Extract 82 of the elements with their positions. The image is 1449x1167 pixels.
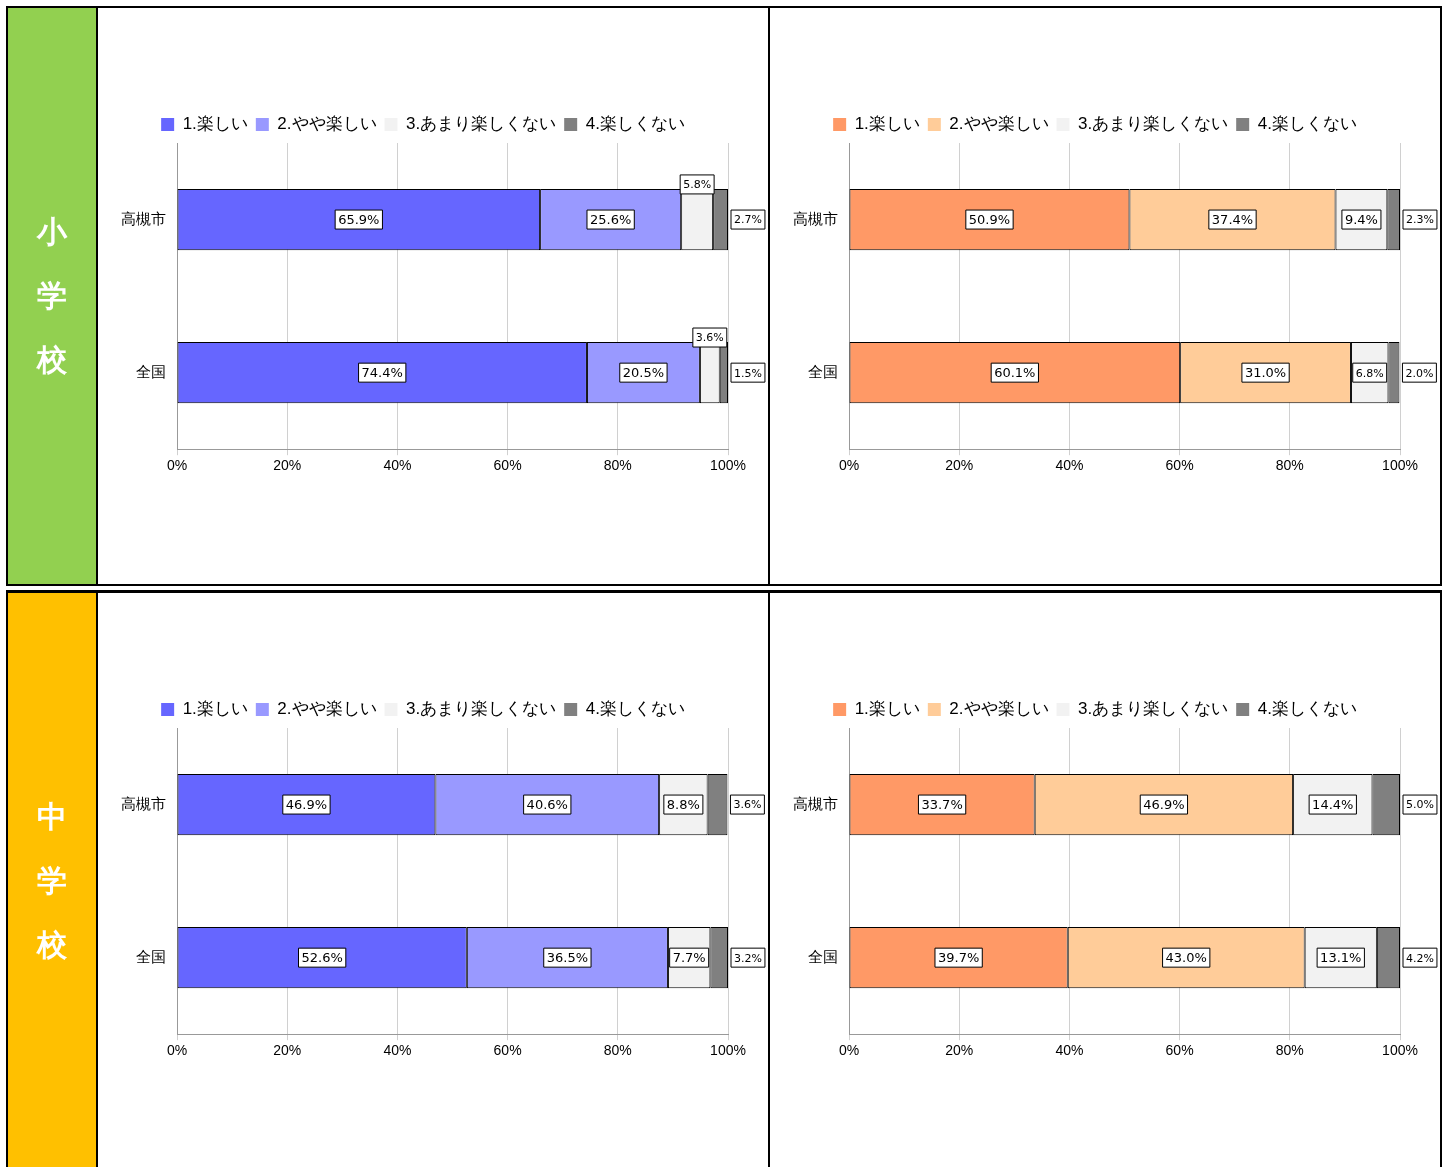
y-tick-label: 全国 — [136, 947, 166, 965]
legend-label: 1.楽しい — [182, 699, 248, 719]
legend-label: 3.あまり楽しくない — [406, 699, 557, 719]
data-label: 65.9% — [338, 211, 380, 227]
y-tick-label: 高槻市 — [121, 794, 166, 812]
legend-label: 3.あまり楽しくない — [406, 114, 557, 134]
data-label: 2.3% — [1406, 213, 1434, 227]
y-tick-label: 高槻市 — [793, 794, 838, 812]
x-tick-label: 100% — [710, 1042, 746, 1059]
data-label: 43.0% — [1165, 950, 1207, 966]
x-tick-label: 60% — [493, 457, 522, 474]
x-tick-label: 80% — [603, 1042, 632, 1059]
data-label: 2.0% — [1405, 366, 1434, 380]
x-tick-label: 20% — [945, 457, 974, 474]
legend-label: 4.楽しくない — [585, 114, 685, 134]
y-tick-label: 全国 — [808, 362, 838, 380]
legend-label: 4.楽しくない — [585, 699, 685, 719]
x-tick-label: 100% — [1382, 457, 1418, 474]
legend-label: 2.やや楽しい — [949, 699, 1049, 719]
legend-label: 1.楽しい — [854, 699, 920, 719]
data-label: 14.4% — [1312, 796, 1354, 812]
data-label: 3.6% — [695, 331, 724, 345]
data-label: 2.7% — [734, 213, 762, 227]
data-label: 5.8% — [683, 178, 712, 192]
legend-label: 2.やや楽しい — [949, 114, 1049, 134]
legend-label: 2.やや楽しい — [277, 699, 377, 719]
data-label: 33.7% — [921, 796, 963, 812]
x-tick-label: 40% — [383, 1042, 412, 1059]
y-tick-label: 全国 — [808, 947, 838, 965]
data-label: 1.5% — [734, 366, 762, 380]
data-label: 31.0% — [1244, 365, 1287, 381]
x-tick-label: 100% — [1382, 1042, 1418, 1059]
data-label: 40.6% — [526, 796, 568, 812]
x-tick-label: 0% — [166, 457, 188, 474]
x-tick-label: 0% — [166, 1042, 188, 1059]
x-tick-label: 20% — [273, 1042, 302, 1059]
data-label: 8.8% — [666, 796, 700, 812]
data-label: 74.4% — [361, 365, 403, 381]
legend-label: 3.あまり楽しくない — [1078, 114, 1229, 134]
x-tick-label: 80% — [1275, 457, 1304, 474]
data-label: 46.9% — [285, 796, 328, 812]
data-label: 50.9% — [968, 211, 1011, 227]
x-tick-label: 100% — [710, 457, 746, 474]
data-label: 20.5% — [622, 365, 665, 381]
data-label: 6.8% — [1355, 366, 1384, 380]
legend-label: 4.楽しくない — [1257, 114, 1357, 134]
x-tick-label: 60% — [493, 1042, 522, 1059]
data-label: 37.4% — [1211, 211, 1254, 227]
legend-label: 2.やや楽しい — [277, 114, 377, 134]
data-label: 25.6% — [589, 211, 632, 227]
data-label: 39.7% — [937, 950, 980, 966]
data-label: 3.2% — [734, 951, 762, 965]
data-label: 52.6% — [301, 950, 343, 966]
text: 小学校 — [35, 213, 69, 379]
data-label: 4.2% — [1406, 951, 1434, 965]
x-tick-label: 40% — [1055, 1042, 1084, 1059]
legend-label: 1.楽しい — [854, 114, 920, 134]
x-tick-label: 60% — [1165, 457, 1194, 474]
y-tick-label: 高槻市 — [793, 209, 838, 227]
x-tick-label: 20% — [273, 457, 302, 474]
data-label: 5.0% — [1406, 798, 1434, 812]
data-label: 7.7% — [672, 950, 706, 966]
x-tick-label: 0% — [838, 1042, 860, 1059]
x-tick-label: 80% — [1275, 1042, 1304, 1059]
legend-label: 3.あまり楽しくない — [1078, 699, 1229, 719]
legend-label: 1.楽しい — [182, 114, 248, 134]
legend-label: 4.楽しくない — [1257, 699, 1357, 719]
y-tick-label: 全国 — [136, 362, 166, 380]
y-tick-label: 高槻市 — [121, 209, 166, 227]
x-tick-label: 20% — [945, 1042, 974, 1059]
data-label: 13.1% — [1320, 950, 1362, 966]
data-label: 60.1% — [994, 365, 1036, 381]
data-label: 46.9% — [1143, 796, 1185, 812]
data-label: 9.4% — [1344, 211, 1378, 227]
data-label: 3.6% — [733, 798, 762, 812]
x-tick-label: 60% — [1165, 1042, 1194, 1059]
x-tick-label: 80% — [603, 457, 632, 474]
x-tick-label: 40% — [383, 457, 412, 474]
x-tick-label: 0% — [838, 457, 860, 474]
data-label: 36.5% — [546, 950, 589, 966]
text: 中学校 — [35, 798, 68, 964]
x-tick-label: 40% — [1055, 457, 1084, 474]
